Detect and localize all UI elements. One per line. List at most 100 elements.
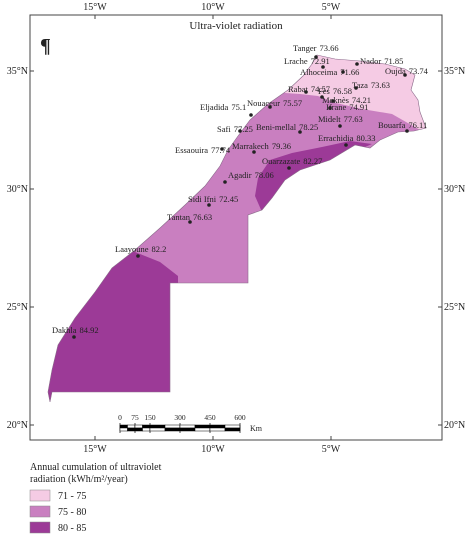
- scale-segment: [119, 424, 128, 429]
- city-value: 82.2: [152, 244, 167, 254]
- city-label: Agadir 78.06: [228, 170, 274, 180]
- city-label: Eljadida 75.1: [200, 102, 246, 112]
- city-label: Lrache 72.91: [284, 56, 330, 66]
- city-dot: [223, 180, 227, 184]
- city-dot: [314, 55, 318, 59]
- city-label: Dakhla 84.92: [52, 325, 99, 335]
- city-dot: [321, 65, 325, 69]
- city-label: Meknès 74.21: [322, 95, 371, 105]
- city-value: 72.45: [219, 194, 238, 204]
- lon-label: 15°W: [83, 2, 107, 13]
- city-name: Lrache: [284, 56, 308, 66]
- zones: [48, 55, 426, 402]
- city-label: Rabat 74.57: [288, 84, 330, 94]
- city-label: Alhoceima 71.66: [300, 67, 359, 77]
- city-value: 77.74: [211, 145, 231, 155]
- city-name: Eljadida: [200, 102, 229, 112]
- scale-segment: [127, 427, 136, 432]
- city-name: Agadir: [228, 170, 252, 180]
- city-value: 78.06: [255, 170, 274, 180]
- legend-label: 71 - 75: [58, 491, 86, 502]
- city-value: 71.85: [384, 56, 403, 66]
- city-dot: [238, 129, 242, 133]
- map-frame: [29, 14, 443, 441]
- city-name: Essaouira: [175, 145, 208, 155]
- city-label: Safi 77.25: [217, 124, 253, 134]
- city-value: 74.91: [349, 102, 368, 112]
- city-value: 71.66: [340, 67, 359, 77]
- city-dot: [354, 86, 358, 90]
- city-dot: [252, 150, 256, 154]
- city-label: Errachidia 80.33: [318, 133, 376, 143]
- scale-segment: [209, 427, 226, 432]
- city-name: Safi: [217, 124, 231, 134]
- legend-label: 75 - 80: [58, 507, 86, 518]
- city-value: 74.57: [311, 84, 330, 94]
- scale-segment: [164, 427, 181, 432]
- scale-label: 0: [118, 413, 122, 422]
- scale-segment: [127, 424, 136, 429]
- city-dot: [320, 95, 324, 99]
- scale-segment: [134, 427, 143, 432]
- city-dot: [328, 106, 332, 110]
- city-dot: [344, 143, 348, 147]
- city-name: Dakhla: [52, 325, 77, 335]
- city-value: 76.58: [333, 86, 352, 96]
- cities: Tanger 73.66 Lrache 72.91 Nador 71.85 Alhoceim…: [52, 43, 429, 339]
- city-value: 76.63: [193, 212, 212, 222]
- lat-label: 30°N: [7, 184, 28, 195]
- lon-label: 5°W: [322, 2, 341, 13]
- scale-segment: [179, 424, 196, 429]
- lon-label: 10°W: [201, 444, 225, 455]
- city-value: 76.11: [408, 120, 427, 130]
- city-dot: [331, 99, 335, 103]
- city-dot: [298, 130, 302, 134]
- scale-unit: Km: [250, 424, 263, 433]
- city-label: Tanger 73.66: [293, 43, 339, 53]
- scale-segment: [209, 424, 226, 429]
- city-value: 80.33: [356, 133, 375, 143]
- lon-label: 15°W: [83, 444, 107, 455]
- city-label: Bouarfa 76.11: [378, 120, 427, 130]
- city-value: 75.1: [231, 102, 246, 112]
- city-name: Rabat: [288, 84, 308, 94]
- city-value: 74.21: [352, 95, 371, 105]
- city-dot: [405, 129, 409, 133]
- city-name: Ouarzazate: [262, 156, 300, 166]
- scale-label: 75: [131, 413, 139, 422]
- city-name: Laayoune: [115, 244, 149, 254]
- city-dot: [403, 73, 407, 77]
- city-dot: [338, 124, 342, 128]
- city-label: Nouaceur 75.57: [247, 98, 302, 108]
- city-label: Midelt 77.63: [318, 114, 363, 124]
- city-name: Tanger: [293, 43, 317, 53]
- zone: [255, 141, 372, 212]
- lat-label: 35°N: [7, 66, 28, 77]
- city-dot: [220, 147, 224, 151]
- city-dot: [304, 90, 308, 94]
- city-name: Fès: [318, 86, 330, 96]
- legend-title-line: radiation (kWh/m²/year): [30, 474, 128, 485]
- city-dot: [72, 335, 76, 339]
- city-label: Beni-mellal 78.25: [256, 122, 318, 132]
- city-dot: [136, 254, 140, 258]
- lat-label: 20°N: [7, 420, 28, 431]
- graticule: 15°W 15°W 10°W 10°W 5°W 5°W 35°N 35°N 30°N 30°N 25…: [7, 2, 465, 455]
- city-dot: [207, 203, 211, 207]
- north-symbol: ¶: [40, 35, 51, 57]
- city-name: Nador: [360, 56, 381, 66]
- legend-swatch: [29, 505, 51, 518]
- lon-label: 5°W: [322, 444, 341, 455]
- city-label: Ifrane 74.91: [326, 102, 368, 112]
- lat-label: 25°N: [444, 302, 465, 313]
- city-value: 73.74: [409, 66, 429, 76]
- city-value: 84.92: [80, 325, 99, 335]
- scale-segment: [149, 427, 166, 432]
- city-value: 79.36: [272, 141, 291, 151]
- city-label: Essaouira 77.74: [175, 145, 231, 155]
- city-name: Bouarfa: [378, 120, 406, 130]
- scale-label: 450: [204, 413, 216, 422]
- city-name: Tantan: [167, 212, 191, 222]
- lat-label: 35°N: [444, 66, 465, 77]
